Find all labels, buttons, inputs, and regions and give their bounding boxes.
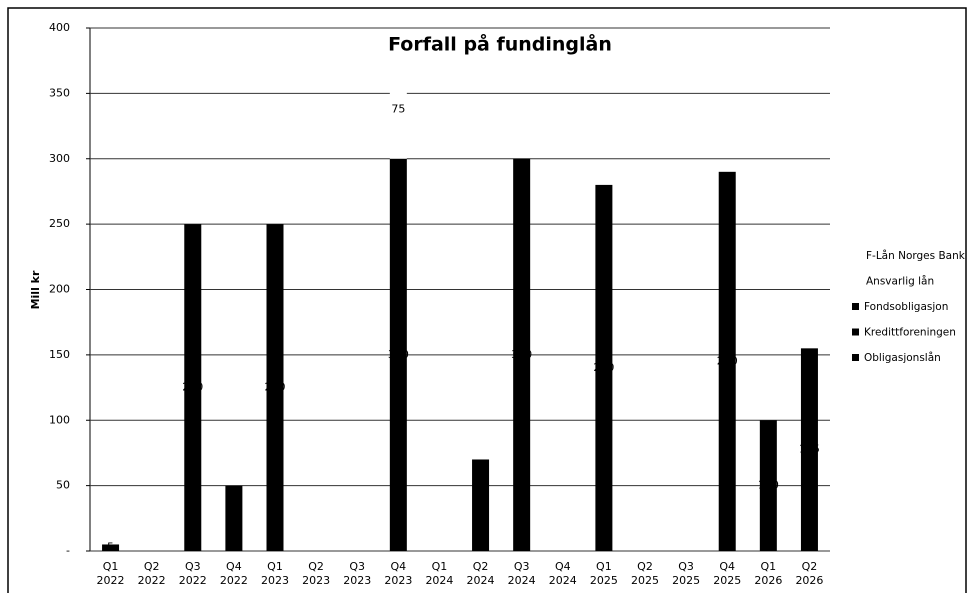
bar — [225, 485, 243, 551]
legend-label: Fondsobligasjon — [864, 301, 948, 313]
x-tick-label: Q3 2023 — [343, 560, 371, 587]
x-tick-label: Q3 2024 — [508, 560, 536, 587]
x-tick-label: Q1 2023 — [261, 560, 289, 587]
y-tick-label: 300 — [49, 152, 70, 165]
y-tick-label: 400 — [49, 21, 70, 34]
data-label: 300 — [388, 348, 409, 361]
y-tick-label: 50 — [56, 479, 70, 492]
data-label: 75 — [391, 103, 405, 116]
data-label: 5 — [107, 541, 114, 554]
x-tick-label: Q1 2025 — [590, 560, 618, 587]
x-tick-label: Q2 2022 — [138, 560, 166, 587]
frame — [7, 7, 967, 593]
y-tick-label: 250 — [49, 217, 70, 230]
data-label: 300 — [511, 348, 532, 361]
data-label: 250 — [265, 381, 286, 394]
bar — [389, 158, 407, 551]
y-tick-label: 150 — [49, 348, 70, 361]
y-tick-label: 200 — [49, 283, 70, 296]
data-label: 100 — [758, 479, 779, 492]
legend-label: Ansvarlig lån — [866, 275, 934, 288]
data-label: 155 — [799, 443, 820, 456]
bar — [800, 348, 818, 551]
legend-label: Kredittforeningen — [864, 327, 956, 339]
x-tick-label: Q2 2023 — [302, 560, 330, 587]
legend-swatch — [852, 303, 859, 310]
y-axis-label: Mill kr — [29, 270, 42, 309]
legend-label: F-Lån Norges Bank — [866, 249, 966, 262]
x-tick-label: Q3 2025 — [672, 560, 700, 587]
data-label: 250 — [182, 381, 203, 394]
x-tick-label: Q4 2025 — [713, 560, 741, 587]
y-tick-label: 100 — [49, 413, 70, 426]
bar — [266, 224, 284, 551]
x-tick-label: Q1 2024 — [425, 560, 453, 587]
bar — [759, 420, 777, 551]
y-tick-label: - — [66, 544, 70, 557]
bar — [718, 171, 736, 551]
data-label: 280 — [593, 361, 614, 374]
legend-label: Obligasjonslån — [864, 351, 941, 364]
bar — [595, 184, 613, 551]
legend-swatch — [852, 252, 859, 259]
x-tick-label: Q1 2026 — [754, 560, 782, 587]
data-label: 70 — [474, 498, 488, 511]
bar — [102, 544, 120, 551]
bar — [184, 224, 202, 551]
x-tick-label: Q3 2022 — [179, 560, 207, 587]
x-tick-label: Q2 2025 — [631, 560, 659, 587]
x-tick-label: Q2 2026 — [795, 560, 823, 587]
y-tick-label: 350 — [49, 86, 70, 99]
legend-swatch — [852, 328, 859, 336]
data-label: 50 — [227, 511, 241, 524]
bar — [472, 459, 490, 551]
legend-swatch — [852, 354, 859, 361]
chart-title: Forfall på fundinglån — [388, 32, 612, 56]
bar — [389, 60, 407, 159]
x-tick-label: Q4 2023 — [384, 560, 412, 587]
data-label: 290 — [717, 354, 738, 367]
x-tick-label: Q4 2024 — [549, 560, 577, 587]
x-tick-label: Q2 2024 — [467, 560, 495, 587]
x-tick-label: Q1 2022 — [97, 560, 125, 587]
bar — [513, 158, 531, 551]
legend-swatch — [852, 277, 859, 285]
x-tick-label: Q4 2022 — [220, 560, 248, 587]
